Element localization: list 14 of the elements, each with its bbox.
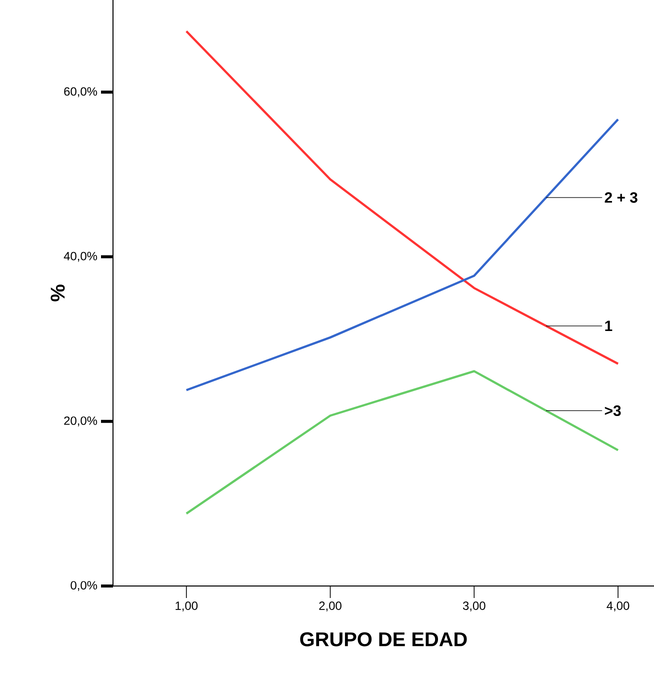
y-tick-label: 40,0% — [64, 252, 98, 262]
x-tick-label: 1,00 — [176, 602, 198, 612]
x-axis-title: GRUPO DE EDAD — [300, 632, 467, 646]
line-series — [185, 370, 620, 515]
series-label: >3 — [604, 405, 621, 416]
x-tick-label: 3,00 — [462, 602, 486, 612]
y-tick-label: 60,0% — [64, 87, 98, 98]
series-label: 1 — [605, 320, 612, 332]
x-tick-label: 2,00 — [319, 602, 342, 612]
y-tick-label: 0,0% — [70, 581, 98, 591]
y-axis-title: % — [50, 284, 65, 302]
y-tick-label: 20,0% — [64, 416, 98, 426]
x-tick-label: 4,00 — [606, 602, 630, 612]
text: 2 + 3 — [604, 192, 638, 203]
